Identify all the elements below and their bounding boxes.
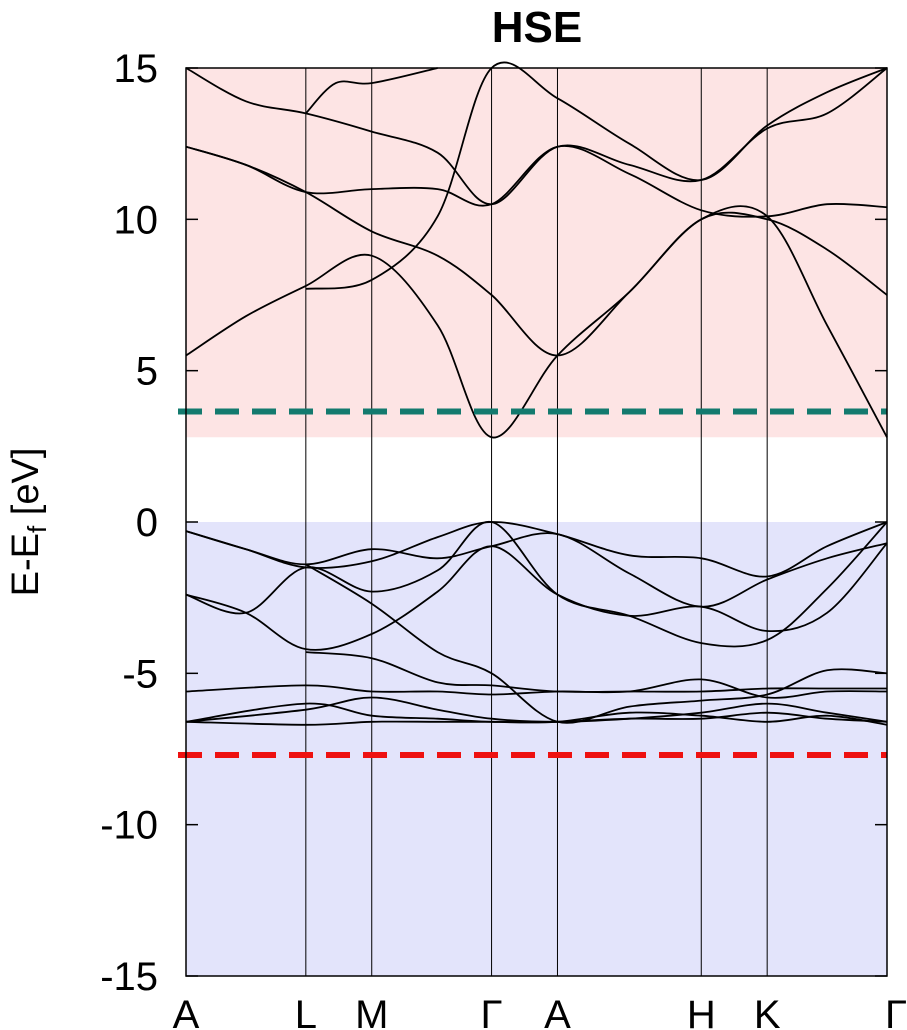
- y-axis-label: E-Ef [eV]: [5, 448, 52, 597]
- y-tick-label: -5: [122, 652, 158, 696]
- x-tick-label: L: [295, 993, 317, 1030]
- band-line: [185, 67, 888, 206]
- band-line: [185, 530, 888, 608]
- y-tick-label: 15: [114, 47, 159, 91]
- reference-lines: [178, 408, 887, 759]
- x-tick-label: Γ: [885, 993, 907, 1030]
- y-tick-label: -15: [100, 955, 158, 999]
- x-tick-label: M: [355, 993, 388, 1030]
- x-tick-label: H: [687, 993, 716, 1030]
- band-line: [185, 205, 888, 439]
- valence-region: [186, 522, 887, 976]
- band-line: [185, 542, 888, 651]
- band-line: [185, 145, 888, 218]
- y-tick-label: 5: [136, 350, 158, 394]
- x-tick-label: A: [544, 993, 571, 1030]
- x-tick-label: K: [754, 993, 781, 1030]
- band-line: [305, 67, 438, 115]
- band-line: [185, 711, 888, 726]
- band-line: [185, 678, 888, 699]
- conduction-region: [186, 68, 887, 438]
- energy-regions: [186, 68, 887, 976]
- band-line: [305, 61, 888, 290]
- y-tick-label: 10: [114, 198, 159, 242]
- y-tick-label: 0: [136, 501, 158, 545]
- x-tick-label: A: [173, 993, 200, 1030]
- x-tick-label: Γ: [481, 993, 503, 1030]
- chart-title: HSE: [492, 3, 582, 52]
- y-axis-ticks: 15 10 5 0 -5 -10 -15: [100, 47, 887, 999]
- y-tick-label: -10: [100, 804, 158, 848]
- band-line: [185, 521, 888, 648]
- band-lines: [185, 61, 888, 726]
